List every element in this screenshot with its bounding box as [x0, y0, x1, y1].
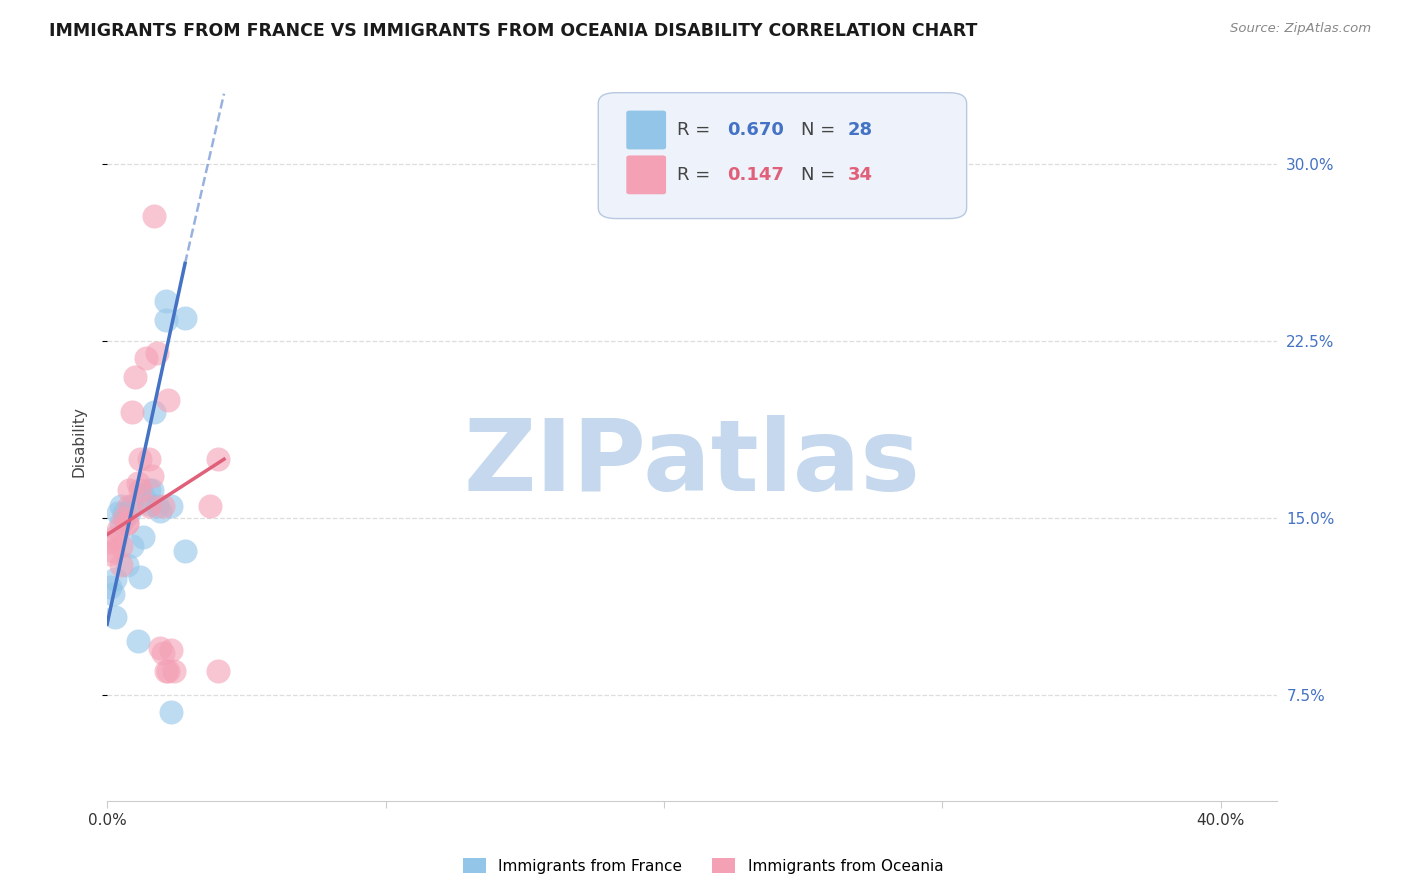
- Point: [155, 665, 177, 679]
- Point: [174, 310, 197, 325]
- Point: [115, 516, 138, 530]
- Point: [152, 646, 174, 660]
- Point: [110, 558, 132, 573]
- Legend: Immigrants from France, Immigrants from Oceania: Immigrants from France, Immigrants from …: [457, 852, 949, 880]
- Point: [174, 544, 197, 558]
- Point: [141, 483, 163, 497]
- Point: [160, 705, 183, 719]
- Point: [112, 507, 135, 521]
- Point: [157, 665, 180, 679]
- Point: [107, 507, 129, 521]
- Text: 34: 34: [848, 166, 872, 184]
- Point: [207, 665, 229, 679]
- Point: [160, 643, 183, 657]
- Point: [98, 534, 121, 549]
- Point: [138, 500, 160, 514]
- Point: [110, 516, 132, 530]
- Point: [121, 405, 143, 419]
- FancyBboxPatch shape: [626, 155, 666, 194]
- Point: [124, 369, 146, 384]
- Point: [127, 633, 149, 648]
- Point: [118, 500, 141, 514]
- Point: [207, 452, 229, 467]
- Point: [135, 351, 157, 365]
- Point: [104, 530, 127, 544]
- Point: [163, 665, 186, 679]
- Y-axis label: Disability: Disability: [72, 406, 86, 477]
- Point: [98, 580, 121, 594]
- Point: [118, 507, 141, 521]
- Point: [149, 640, 172, 655]
- Point: [118, 483, 141, 497]
- Point: [149, 504, 172, 518]
- Text: N =: N =: [800, 121, 841, 139]
- Point: [101, 544, 124, 558]
- Point: [152, 500, 174, 514]
- Point: [127, 475, 149, 490]
- Text: N =: N =: [800, 166, 841, 184]
- Point: [132, 487, 155, 501]
- Text: R =: R =: [676, 121, 716, 139]
- Point: [129, 452, 152, 467]
- Text: Source: ZipAtlas.com: Source: ZipAtlas.com: [1230, 22, 1371, 36]
- Point: [129, 483, 152, 497]
- Point: [129, 570, 152, 584]
- FancyBboxPatch shape: [598, 93, 967, 219]
- Point: [146, 346, 169, 360]
- Point: [132, 530, 155, 544]
- Point: [155, 294, 177, 309]
- Text: ZIPatlas: ZIPatlas: [464, 415, 921, 512]
- Point: [138, 497, 160, 511]
- Point: [143, 210, 166, 224]
- Point: [104, 573, 127, 587]
- Point: [115, 516, 138, 530]
- Point: [146, 500, 169, 514]
- Point: [98, 547, 121, 561]
- Text: 0.670: 0.670: [727, 121, 783, 139]
- FancyBboxPatch shape: [626, 111, 666, 150]
- Text: 28: 28: [848, 121, 873, 139]
- Point: [110, 500, 132, 514]
- Point: [101, 586, 124, 600]
- Point: [121, 500, 143, 514]
- Point: [155, 313, 177, 327]
- Point: [121, 540, 143, 554]
- Point: [143, 405, 166, 419]
- Point: [115, 558, 138, 573]
- Text: IMMIGRANTS FROM FRANCE VS IMMIGRANTS FROM OCEANIA DISABILITY CORRELATION CHART: IMMIGRANTS FROM FRANCE VS IMMIGRANTS FRO…: [49, 22, 977, 40]
- Point: [157, 393, 180, 408]
- Point: [198, 500, 221, 514]
- Point: [107, 523, 129, 537]
- Point: [110, 540, 132, 554]
- Text: R =: R =: [676, 166, 716, 184]
- Point: [112, 511, 135, 525]
- Point: [104, 610, 127, 624]
- Point: [141, 468, 163, 483]
- Text: 0.147: 0.147: [727, 166, 783, 184]
- Point: [138, 452, 160, 467]
- Point: [138, 483, 160, 497]
- Point: [160, 500, 183, 514]
